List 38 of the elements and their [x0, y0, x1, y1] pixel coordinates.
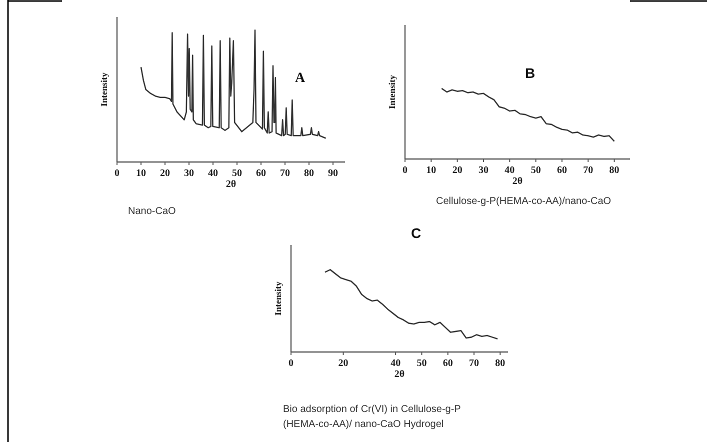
x-tick-label: 70	[583, 165, 594, 176]
x-tick-label: 10	[136, 168, 146, 179]
y-axis-title: Intensity	[387, 74, 397, 110]
x-tick-label: 80	[495, 358, 506, 369]
x-tick-label: 20	[452, 165, 462, 176]
text: B	[524, 65, 536, 81]
x-tick-label: 20	[160, 168, 170, 179]
x-tick-label: 80	[609, 165, 620, 176]
x-tick-label: 60	[556, 165, 567, 176]
x-tick-label: 30	[184, 168, 194, 179]
x-tick-label: 50	[232, 168, 242, 179]
x-tick-label: 50	[416, 358, 427, 369]
x-tick-label: 50	[530, 165, 541, 176]
x-tick-label: 70	[469, 358, 480, 369]
text: Nano-CaO	[128, 206, 176, 217]
y-axis-title: Intensity	[99, 72, 109, 107]
x-tick-label: 0	[114, 168, 120, 179]
annotation: A	[294, 71, 306, 86]
text: C	[410, 225, 422, 241]
x-axis-title: 2θ	[394, 369, 405, 380]
x-tick-label: 30	[478, 165, 488, 176]
x-tick-label: 10	[426, 165, 436, 176]
text: Cellulose-g-P(HEMA-co-AA)/nano-CaO	[436, 196, 612, 207]
x-tick-label: 60	[256, 168, 266, 179]
x-tick-label: 80	[304, 168, 314, 179]
x-tick-label: 20	[338, 358, 348, 369]
x-tick-label: 0	[402, 165, 408, 176]
text: Bio adsorption of Cr(VI) in Cellulose-g-P (HEMA-co-AA)/ nano-CaO Hydrogel	[283, 404, 462, 430]
x-tick-label: 40	[504, 165, 515, 176]
x-tick-label: 40	[390, 358, 401, 369]
x-tick-label: 70	[280, 168, 290, 179]
y-axis-title: Intensity	[273, 281, 283, 316]
x-axis-title: 2θ	[512, 176, 523, 187]
x-tick-label: 60	[442, 358, 453, 369]
x-tick-label: 0	[288, 358, 294, 369]
x-axis-title: 2θ	[226, 179, 236, 190]
x-tick-label: 40	[208, 168, 218, 179]
x-tick-label: 90	[328, 168, 338, 179]
